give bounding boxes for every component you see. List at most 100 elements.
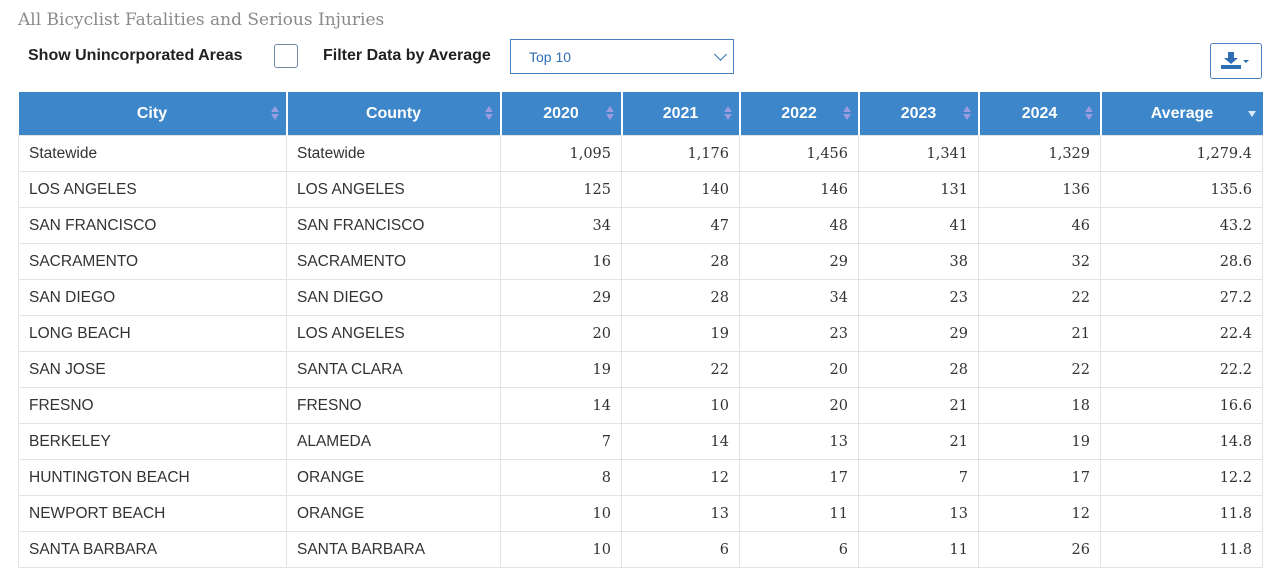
column-header-2020[interactable]: 2020 [499, 92, 622, 136]
cell-value: 19 [621, 315, 740, 352]
unincorporated-checkbox[interactable] [274, 44, 298, 68]
cell-city: SACRAMENTO [18, 243, 287, 280]
sort-icon [605, 106, 614, 120]
table-row: Statewide Statewide 1,095 1,176 1,456 1,341 1,… [18, 135, 1263, 172]
cell-county: SANTA BARBARA [286, 531, 501, 568]
cell-city: HUNTINGTON BEACH [18, 459, 287, 496]
cell-value: 12.2 [1100, 459, 1263, 496]
sort-icon [1084, 106, 1093, 120]
sort-desc-icon [1247, 111, 1256, 117]
cell-value: 136 [978, 171, 1101, 208]
cell-county: Statewide [286, 135, 501, 172]
column-header-2023[interactable]: 2023 [857, 92, 979, 136]
cell-value: 14 [500, 387, 622, 424]
cell-county: SAN DIEGO [286, 279, 501, 316]
column-header-2024[interactable]: 2024 [977, 92, 1101, 136]
table-row: LONG BEACH LOS ANGELES 20 19 23 29 21 22.4 [18, 315, 1263, 352]
download-icon [1221, 52, 1249, 69]
cell-value: 28 [858, 351, 979, 388]
table-row: SACRAMENTO SACRAMENTO 16 28 29 38 32 28.6 [18, 243, 1263, 280]
cell-value: 16.6 [1100, 387, 1263, 424]
cell-value: 1,176 [621, 135, 740, 172]
cell-value: 1,456 [739, 135, 859, 172]
cell-value: 28 [621, 279, 740, 316]
chevron-down-icon [714, 48, 727, 61]
cell-value: 13 [858, 495, 979, 532]
cell-value: 41 [858, 207, 979, 244]
table-row: SANTA BARBARA SANTA BARBARA 10 6 6 11 26 11.8 [18, 531, 1263, 568]
cell-value: 48 [739, 207, 859, 244]
cell-value: 11.8 [1100, 495, 1263, 532]
cell-county: SACRAMENTO [286, 243, 501, 280]
cell-value: 21 [978, 315, 1101, 352]
cell-city: SAN DIEGO [18, 279, 287, 316]
column-header-city[interactable]: City [18, 92, 287, 136]
cell-value: 32 [978, 243, 1101, 280]
cell-value: 22 [621, 351, 740, 388]
cell-value: 13 [739, 423, 859, 460]
cell-value: 10 [621, 387, 740, 424]
cell-value: 26 [978, 531, 1101, 568]
cell-city: SANTA BARBARA [18, 531, 287, 568]
cell-value: 7 [858, 459, 979, 496]
table-row: BERKELEY ALAMEDA 7 14 13 21 19 14.8 [18, 423, 1263, 460]
table-row: SAN DIEGO SAN DIEGO 29 28 34 23 22 27.2 [18, 279, 1263, 316]
header-row: City County 2020 2021 2022 2023 2024 Ave… [18, 92, 1263, 136]
cell-value: 17 [978, 459, 1101, 496]
sort-icon [723, 106, 732, 120]
cell-value: 11 [858, 531, 979, 568]
column-header-county[interactable]: County [285, 92, 501, 136]
cell-value: 18 [978, 387, 1101, 424]
cell-value: 22 [978, 279, 1101, 316]
cell-value: 1,095 [500, 135, 622, 172]
column-header-2021[interactable]: 2021 [620, 92, 740, 136]
table-row: FRESNO FRESNO 14 10 20 21 18 16.6 [18, 387, 1263, 424]
cell-value: 17 [739, 459, 859, 496]
cell-value: 13 [621, 495, 740, 532]
cell-value: 12 [621, 459, 740, 496]
cell-county: SAN FRANCISCO [286, 207, 501, 244]
cell-value: 14 [621, 423, 740, 460]
export-button[interactable] [1210, 43, 1262, 79]
cell-value: 6 [621, 531, 740, 568]
cell-value: 21 [858, 387, 979, 424]
sort-icon [962, 106, 971, 120]
cell-value: 22.2 [1100, 351, 1263, 388]
cell-value: 10 [500, 495, 622, 532]
cell-value: 11 [739, 495, 859, 532]
cell-county: ALAMEDA [286, 423, 501, 460]
cell-city: FRESNO [18, 387, 287, 424]
filter-select[interactable]: Top 10 [510, 39, 734, 74]
filter-label: Filter Data by Average [323, 47, 491, 64]
cell-value: 23 [739, 315, 859, 352]
column-header-2022[interactable]: 2022 [738, 92, 859, 136]
cell-value: 16 [500, 243, 622, 280]
cell-value: 38 [858, 243, 979, 280]
page-title: All Bicyclist Fatalities and Serious Inj… [18, 10, 385, 30]
cell-value: 29 [858, 315, 979, 352]
cell-value: 46 [978, 207, 1101, 244]
sort-icon [270, 106, 279, 120]
cell-value: 29 [500, 279, 622, 316]
cell-city: SAN FRANCISCO [18, 207, 287, 244]
cell-county: ORANGE [286, 459, 501, 496]
cell-value: 22.4 [1100, 315, 1263, 352]
table-row: LOS ANGELES LOS ANGELES 125 140 146 131 136 135… [18, 171, 1263, 208]
cell-value: 28.6 [1100, 243, 1263, 280]
cell-county: LOS ANGELES [286, 171, 501, 208]
cell-city: BERKELEY [18, 423, 287, 460]
cell-value: 21 [858, 423, 979, 460]
cell-value: 1,329 [978, 135, 1101, 172]
data-table: City County 2020 2021 2022 2023 2024 Ave… [18, 92, 1263, 568]
column-header-average[interactable]: Average [1099, 92, 1263, 136]
cell-value: 20 [500, 315, 622, 352]
cell-value: 19 [500, 351, 622, 388]
cell-value: 28 [621, 243, 740, 280]
cell-value: 146 [739, 171, 859, 208]
sort-icon [842, 106, 851, 120]
cell-county: LOS ANGELES [286, 315, 501, 352]
cell-value: 29 [739, 243, 859, 280]
cell-value: 14.8 [1100, 423, 1263, 460]
cell-value: 135.6 [1100, 171, 1263, 208]
cell-value: 1,341 [858, 135, 979, 172]
